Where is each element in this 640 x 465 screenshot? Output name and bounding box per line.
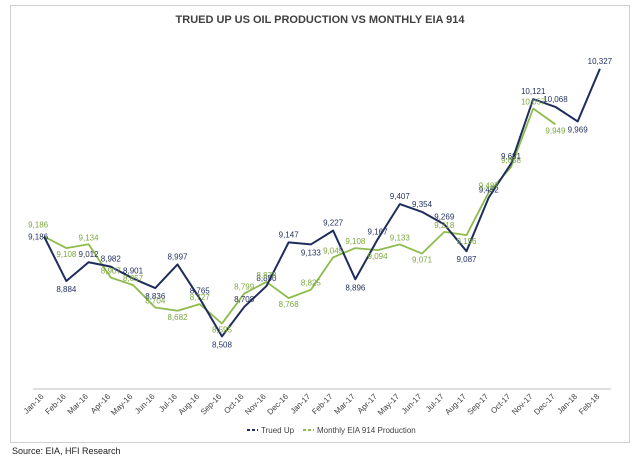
data-label-monthly-eia-914-production: 9,071	[412, 256, 433, 265]
legend: Trued Up Monthly EIA 914 Production	[247, 426, 416, 435]
data-label-trued-up: 9,133	[301, 248, 322, 257]
data-label-monthly-eia-914-production: 9,045	[323, 246, 344, 255]
data-label-monthly-eia-914-production: 9,094	[368, 252, 389, 261]
line-chart: TRUED UP US OIL PRODUCTION VS MONTHLY EI…	[22, 14, 613, 435]
data-label-trued-up: 8,884	[56, 285, 77, 294]
x-tick-label: Dec-16	[265, 392, 290, 417]
x-tick-label: Nov-16	[243, 392, 268, 417]
data-label-monthly-eia-914-production: 9,186	[28, 221, 49, 230]
source-note: Source: EIA, HFI Research	[12, 446, 121, 456]
data-label-trued-up: 9,087	[456, 255, 477, 264]
data-label-trued-up: 9,969	[568, 125, 589, 134]
x-tick-label: Aug-17	[443, 392, 468, 417]
x-tick-label: Jun-17	[400, 392, 424, 416]
data-label-trued-up: 9,452	[479, 185, 500, 194]
data-label-monthly-eia-914-production: 9,196	[456, 237, 477, 246]
x-tick-label: Oct-16	[222, 392, 246, 416]
data-label-monthly-eia-914-production: 8,857	[123, 274, 144, 283]
series-line-trued-up	[43, 68, 601, 338]
x-tick-label: Dec-17	[532, 392, 557, 417]
x-tick-label: Feb-17	[310, 392, 335, 417]
data-label-trued-up: 9,186	[28, 233, 49, 242]
x-tick-label: Jun-16	[133, 392, 157, 416]
data-label-trued-up: 8,708	[234, 295, 255, 304]
x-tick-label: Nov-17	[510, 392, 535, 417]
data-label-trued-up: 9,354	[412, 200, 433, 209]
data-label-trued-up: 8,836	[145, 292, 166, 301]
data-label-monthly-eia-914-production: 8,878	[256, 271, 277, 280]
data-label-trued-up: 8,901	[123, 267, 144, 276]
chart-frame: TRUED UP US OIL PRODUCTION VS MONTHLY EI…	[10, 5, 630, 443]
x-tick-label: Sep-16	[199, 392, 224, 417]
series-layer	[43, 68, 601, 338]
x-tick-label: Aug-16	[177, 392, 202, 417]
legend-label-trued-up: Trued Up	[261, 426, 295, 435]
data-label-monthly-eia-914-production: 9,134	[79, 233, 100, 242]
data-label-monthly-eia-914-production: 9,218	[434, 221, 455, 230]
x-tick-label: Sep-17	[466, 392, 491, 417]
x-tick-label: Feb-16	[43, 392, 68, 417]
data-label-monthly-eia-914-production: 8,704	[145, 297, 166, 306]
chart-title: TRUED UP US OIL PRODUCTION VS MONTHLY EI…	[176, 14, 466, 26]
series-line-monthly-eia-914-production	[43, 107, 556, 325]
legend-label-eia-914: Monthly EIA 914 Production	[317, 426, 416, 435]
data-label-trued-up: 9,681	[501, 152, 522, 161]
data-label-trued-up: 9,407	[390, 192, 411, 201]
data-label-trued-up: 9,012	[79, 250, 100, 259]
x-tick-label: Feb-18	[577, 392, 602, 417]
x-tick-label: Oct-17	[489, 392, 513, 416]
data-label-monthly-eia-914-production: 9,108	[345, 237, 366, 246]
x-tick-label: May-17	[376, 392, 402, 418]
data-label-trued-up: 9,269	[434, 212, 455, 221]
data-label-trued-up: 8,850	[256, 274, 277, 283]
x-tick-label: Mar-17	[332, 392, 357, 417]
data-label-trued-up: 9,227	[323, 219, 344, 228]
data-label-trued-up: 10,068	[543, 95, 568, 104]
data-label-trued-up: 9,167	[368, 227, 389, 236]
data-label-monthly-eia-914-production: 8,799	[234, 283, 255, 292]
data-label-monthly-eia-914-production: 9,949	[545, 126, 566, 135]
data-label-trued-up: 8,997	[167, 252, 188, 261]
data-label-trued-up: 10,121	[521, 87, 546, 96]
x-tick-label: Jan-16	[22, 392, 46, 416]
data-label-monthly-eia-914-production: 8,727	[190, 293, 211, 302]
x-tick-label: Mar-16	[66, 392, 91, 417]
data-label-monthly-eia-914-production: 9,487	[479, 181, 500, 190]
data-label-trued-up: 9,147	[279, 230, 300, 239]
data-label-monthly-eia-914-production: 8,825	[301, 279, 322, 288]
data-label-monthly-eia-914-production: 10,057	[521, 98, 546, 107]
x-tick-label: Jan-17	[289, 392, 313, 416]
data-label-trued-up: 8,982	[101, 255, 122, 264]
x-tick-label: May-16	[109, 392, 135, 418]
data-label-monthly-eia-914-production: 8,907	[101, 267, 122, 276]
data-label-trued-up: 8,765	[190, 287, 211, 296]
data-label-monthly-eia-914-production: 9,658	[501, 156, 522, 165]
data-label-trued-up: 10,327	[588, 57, 613, 66]
data-label-monthly-eia-914-production: 9,133	[390, 233, 411, 242]
data-label-monthly-eia-914-production: 8,595	[212, 326, 233, 335]
data-label-monthly-eia-914-production: 8,768	[279, 300, 300, 309]
data-label-monthly-eia-914-production: 8,682	[167, 313, 188, 322]
data-label-trued-up: 8,896	[345, 283, 366, 292]
x-tick-label: Jan-18	[555, 392, 579, 416]
data-label-trued-up: 8,508	[212, 340, 233, 349]
data-label-monthly-eia-914-production: 9,108	[56, 250, 77, 259]
